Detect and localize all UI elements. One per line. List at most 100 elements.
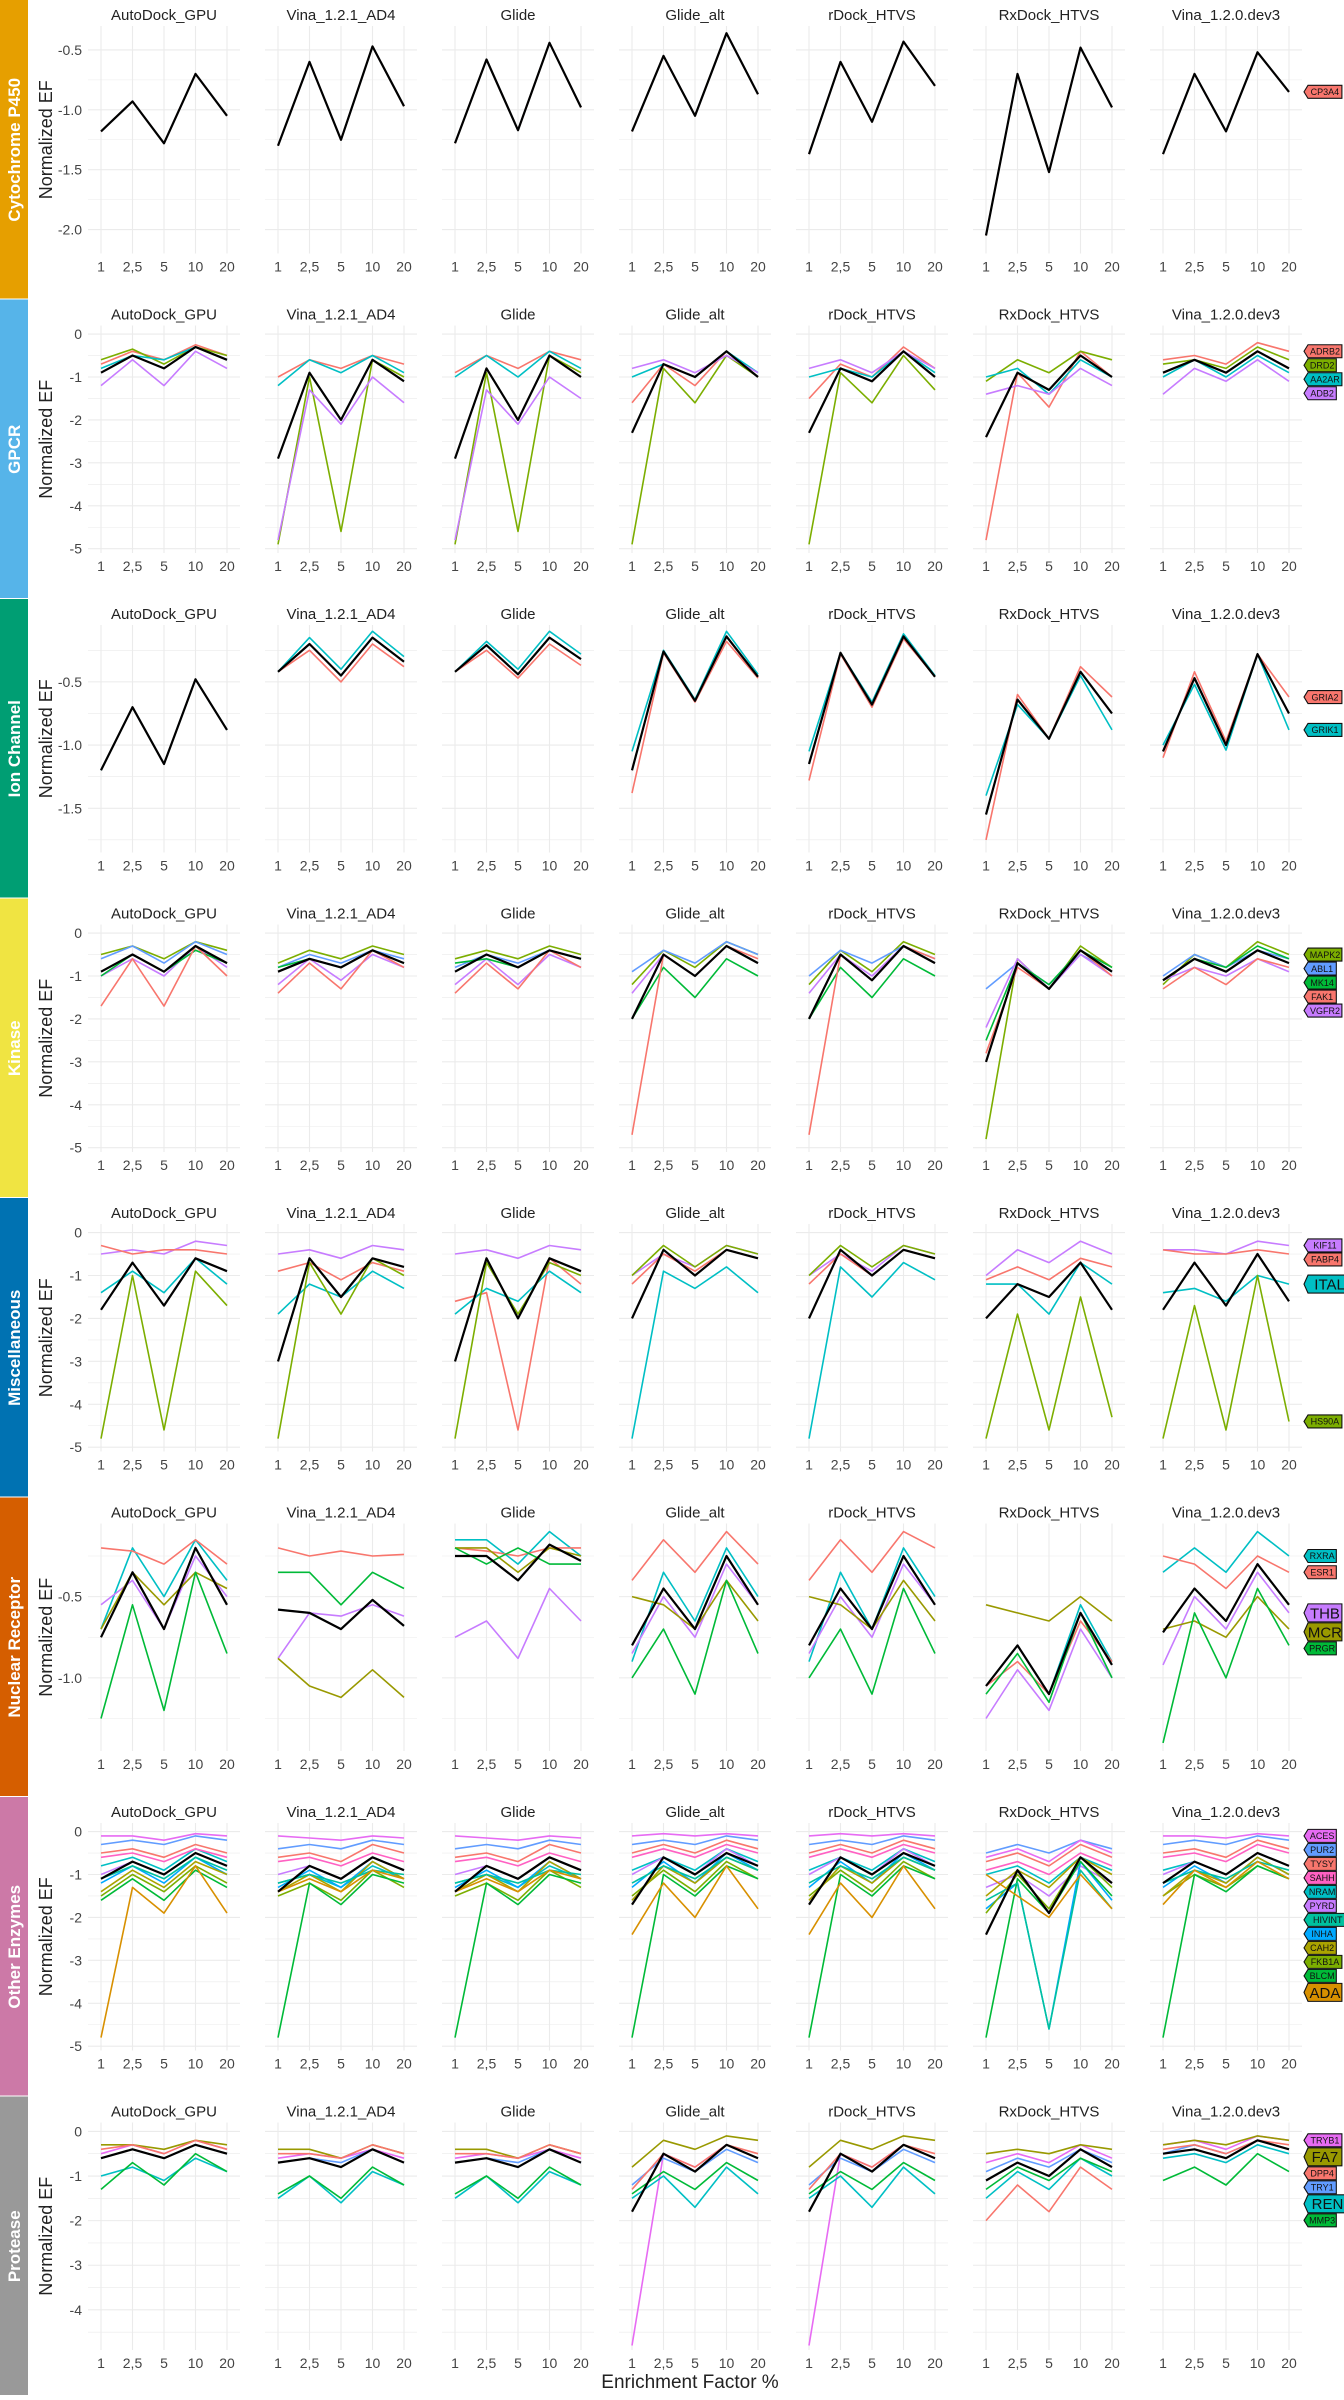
series-line-mean — [630, 32, 759, 132]
series-line-reni — [631, 2166, 759, 2209]
x-tick-label: 5 — [868, 1756, 876, 1772]
series-line-mean — [277, 1598, 405, 1631]
series-line-dpp4 — [631, 2144, 759, 2190]
x-tick-label: 1 — [274, 1157, 282, 1173]
x-tick-label: 5 — [160, 2355, 168, 2371]
series-line-mean — [985, 1611, 1113, 1696]
series-line-gria2 — [454, 643, 582, 679]
end-label-text: FA7 — [1312, 2149, 1339, 2166]
series-line-aa2ar — [1162, 354, 1290, 378]
series-line-aces — [631, 1832, 759, 1837]
series-line-ital — [631, 1266, 759, 1439]
series-line-ada — [277, 1869, 405, 1893]
end-label-box — [1303, 2147, 1343, 2167]
series-line-mean — [277, 949, 405, 973]
series-line-ada — [631, 1865, 759, 1936]
series-line-aces — [277, 1835, 405, 1841]
end-label-aa2ar: AA2AR — [1303, 372, 1343, 387]
series-line-mmp3 — [277, 2166, 405, 2200]
x-tick-label: 2,5 — [1185, 858, 1205, 874]
x-tick-label: 20 — [750, 558, 766, 574]
x-tick-label: 5 — [1222, 558, 1230, 574]
x-tick-label: 10 — [719, 1457, 735, 1473]
series-line-aa2ar — [277, 354, 405, 387]
y-tick-label: 0 — [74, 2123, 82, 2139]
x-tick-label: 5 — [1222, 2355, 1230, 2371]
series-line-aces — [985, 1839, 1113, 1863]
end-label-pur2: PUR2 — [1303, 1842, 1337, 1857]
series-line-blcm — [277, 1873, 405, 2038]
series-line-mk14 — [985, 949, 1113, 1041]
x-tick-label: 20 — [750, 2056, 766, 2072]
x-tick-label: 20 — [219, 2355, 235, 2371]
series-line-sahh — [1162, 1843, 1290, 1863]
end-label-gria2: GRIA2 — [1303, 689, 1343, 705]
x-tick-label: 1 — [628, 2355, 636, 2371]
panel-title: AutoDock_GPU — [111, 7, 217, 24]
panel-vina_1.2.0.dev3: Vina_1.2.0.dev3 1 2,5 5 10 20 TRYB1 FA7 DPP4 TRY1… — [1150, 2104, 1344, 2371]
x-tick-label: 1 — [451, 2355, 459, 2371]
series-line-mean — [1162, 2139, 1290, 2160]
panel-title: RxDock_HTVS — [999, 906, 1100, 923]
panel-title: Glide_alt — [665, 906, 725, 923]
y-tick-label: -2 — [70, 1310, 83, 1326]
series-line-abl1 — [631, 940, 759, 973]
x-tick-label: 10 — [896, 2355, 912, 2371]
end-label-fabp4: FABP4 — [1303, 1252, 1343, 1267]
y-tick-label: -4 — [70, 1097, 83, 1113]
series-line-mean — [454, 949, 582, 973]
x-tick-label: 5 — [337, 1157, 345, 1173]
panel-title: Glide — [500, 2104, 535, 2121]
series-line-mean — [277, 2148, 405, 2169]
y-tick-label: -0.5 — [58, 674, 82, 690]
panel-glide_alt: Glide_alt 1 2,5 5 10 20 — [619, 1505, 771, 1772]
end-label-text: ABL1 — [1311, 964, 1333, 974]
end-label-box — [1303, 961, 1337, 976]
x-tick-label: 10 — [1250, 2355, 1266, 2371]
x-tick-label: 1 — [1159, 1756, 1167, 1772]
series-line-hs90a — [1162, 1274, 1290, 1439]
x-tick-label: 1 — [451, 1756, 459, 1772]
end-label-hivint: HIVINT — [1303, 1912, 1344, 1927]
panel-autodock_gpu: AutoDock_GPU 1 2,5 5 10 20 -0.5 -1.0 -1.5 -2.0 — [58, 7, 240, 275]
x-tick-label: 2,5 — [123, 858, 143, 874]
x-tick-label: 1 — [982, 1157, 990, 1173]
panel-title: rDock_HTVS — [828, 906, 916, 923]
panel-autodock_gpu: AutoDock_GPU 1 2,5 5 10 20 0 -1 -2 -3 -4 -5 — [70, 906, 240, 1173]
x-tick-label: 10 — [1250, 259, 1266, 275]
x-tick-label: 20 — [1281, 858, 1297, 874]
x-tick-label: 10 — [719, 1756, 735, 1772]
series-line-mapk2 — [277, 945, 405, 964]
x-tick-label: 2,5 — [300, 259, 320, 275]
panel-title: Glide_alt — [665, 2104, 725, 2121]
x-tick-label: 2,5 — [477, 1457, 497, 1473]
y-axis-title: Normalized EF — [36, 380, 56, 499]
x-tick-label: 20 — [750, 858, 766, 874]
panel-title: Glide_alt — [665, 307, 725, 324]
x-tick-label: 20 — [1281, 1157, 1297, 1173]
x-tick-label: 5 — [337, 2056, 345, 2072]
x-tick-label: 5 — [1045, 1457, 1053, 1473]
end-label-text: RENI — [1312, 2196, 1344, 2213]
x-tick-label: 10 — [1073, 1756, 1089, 1772]
x-tick-label: 20 — [1281, 1756, 1297, 1772]
x-tick-label: 20 — [1104, 259, 1120, 275]
series-line-mean — [100, 944, 228, 973]
panel-title: Vina_1.2.1_AD4 — [287, 2104, 396, 2121]
series-line-ital — [454, 1270, 582, 1315]
x-tick-label: 5 — [514, 1756, 522, 1772]
series-line-ada — [100, 1865, 228, 2038]
series-line-reni — [1162, 2144, 1290, 2164]
series-line-ada — [454, 1869, 582, 1893]
series-line-tysy — [808, 1839, 936, 1854]
series-line-mean — [808, 2143, 936, 2213]
panel-vina_1.2.1_ad4: Vina_1.2.1_AD4 1 2,5 5 10 20 — [265, 7, 417, 275]
y-tick-label: -1 — [70, 1268, 83, 1284]
end-label-thb: THB — [1303, 1603, 1343, 1623]
y-tick-label: -1.5 — [58, 800, 82, 816]
x-tick-label: 1 — [982, 1756, 990, 1772]
end-label-text: CAH2 — [1310, 1943, 1334, 1953]
x-tick-label: 5 — [160, 1457, 168, 1473]
end-label-box — [1303, 84, 1343, 99]
panel-vina_1.2.0.dev3: Vina_1.2.0.dev3 1 2,5 5 10 20 RXRA ESR1 THB MCR PR… — [1150, 1505, 1343, 1772]
